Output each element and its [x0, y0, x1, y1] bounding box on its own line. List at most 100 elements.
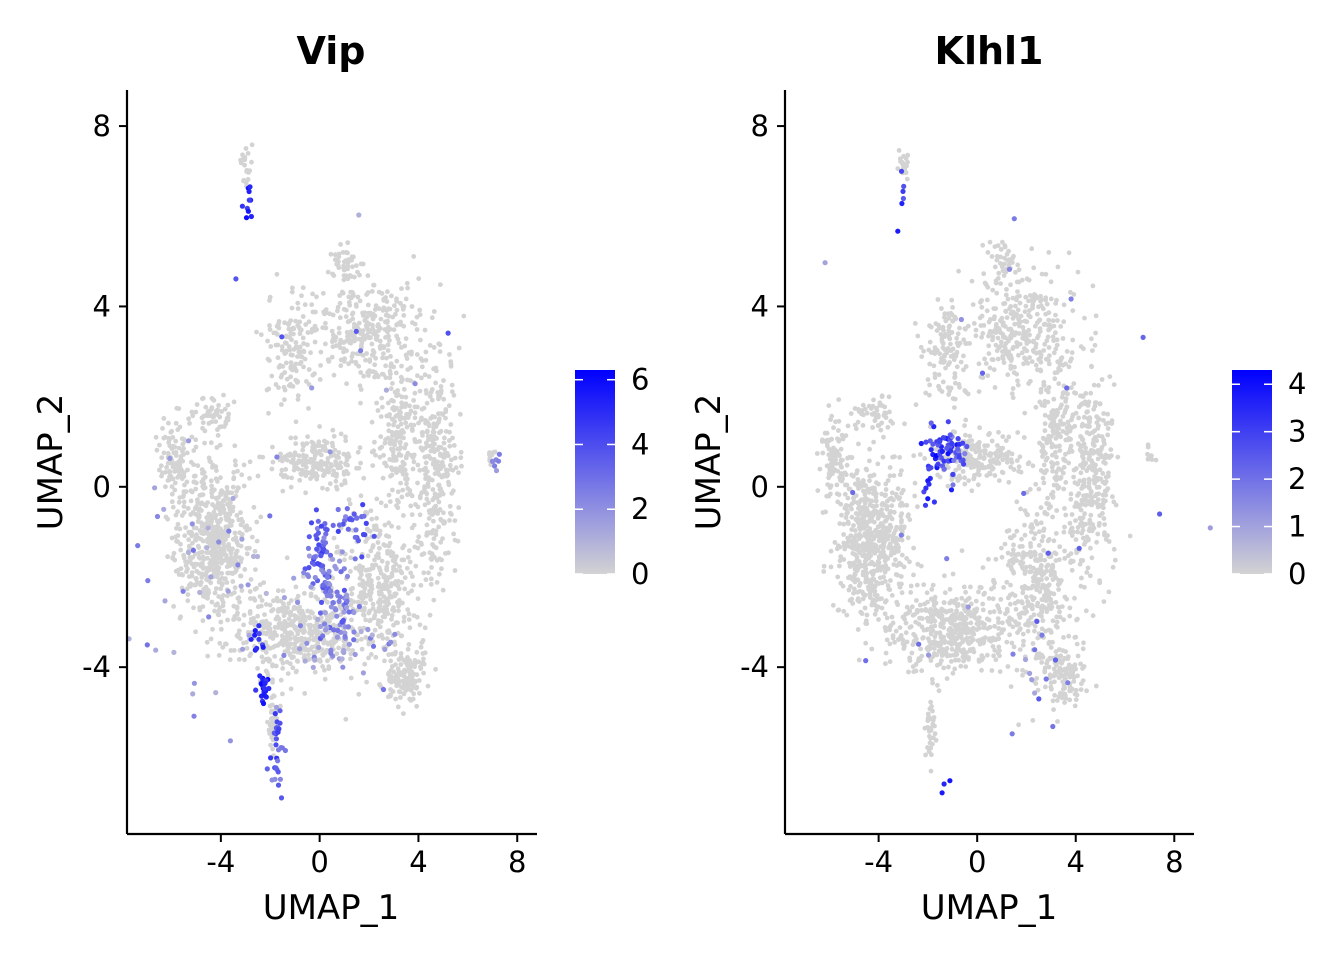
cell-point	[1009, 617, 1014, 622]
cell-point	[911, 631, 916, 637]
cell-point	[1080, 527, 1086, 533]
cell-point	[279, 402, 284, 407]
cell-point	[367, 618, 373, 624]
cell-point	[315, 596, 321, 602]
cell-point	[279, 657, 284, 663]
cell-point	[383, 295, 388, 300]
cell-point	[947, 625, 953, 631]
cell-point	[334, 544, 340, 550]
cell-point	[1057, 614, 1063, 620]
cell-point	[915, 608, 921, 613]
cell-point	[189, 573, 195, 579]
cell-point	[208, 440, 214, 446]
cell-point	[225, 617, 231, 623]
cell-point	[349, 358, 355, 364]
cell-point	[390, 487, 395, 493]
cell-point	[423, 357, 429, 363]
cell-point	[887, 496, 892, 502]
cell-point	[879, 596, 884, 601]
cell-point	[193, 576, 199, 582]
cell-point	[370, 369, 376, 374]
cell-point	[1014, 622, 1020, 628]
cell-point-expressing	[355, 538, 361, 544]
cell-point	[257, 594, 263, 599]
cell-point	[936, 688, 942, 694]
cell-point	[374, 333, 380, 339]
cell-point	[986, 596, 992, 601]
cell-point	[422, 485, 427, 491]
cell-point	[880, 542, 886, 547]
cell-point	[1087, 526, 1093, 531]
cell-point	[306, 382, 312, 387]
cell-point	[852, 544, 858, 550]
cell-point	[387, 677, 392, 683]
cell-point-expressing	[332, 563, 338, 570]
cell-point	[407, 403, 412, 409]
cell-point	[331, 273, 337, 278]
cell-point	[430, 414, 435, 419]
cell-point	[446, 479, 451, 485]
cell-point	[899, 552, 905, 558]
cell-point	[939, 613, 945, 619]
cell-point	[891, 531, 897, 536]
cell-point	[350, 310, 356, 316]
cell-point	[398, 662, 404, 667]
cell-point	[275, 598, 280, 604]
cell-point	[288, 459, 294, 465]
cell-point	[389, 416, 395, 422]
cell-point	[835, 574, 841, 580]
cell-point	[286, 645, 291, 651]
cell-point	[396, 499, 401, 505]
cell-point	[986, 617, 992, 623]
cell-point	[431, 536, 437, 542]
cell-point	[225, 501, 230, 507]
cell-point	[280, 588, 286, 594]
cell-point	[390, 433, 395, 439]
cell-point	[288, 330, 294, 336]
cell-point	[385, 611, 391, 616]
cell-point	[414, 685, 419, 691]
cell-point	[1085, 565, 1091, 571]
cell-point-expressing	[324, 593, 330, 599]
cell-point	[280, 666, 286, 671]
cell-point	[304, 460, 309, 466]
cell-point	[852, 571, 858, 577]
cell-point	[294, 668, 299, 674]
cell-point	[404, 565, 410, 571]
cell-point	[411, 452, 417, 458]
cell-point	[385, 400, 391, 406]
cell-point	[426, 423, 432, 429]
cell-point	[312, 371, 317, 377]
cell-point	[355, 294, 361, 300]
cell-point	[219, 571, 225, 576]
cell-point	[838, 580, 844, 586]
cell-point	[230, 579, 236, 584]
cell-point-expressing	[351, 637, 357, 643]
cell-point	[1029, 594, 1034, 599]
cell-point	[989, 668, 995, 673]
cell-point	[440, 412, 446, 417]
cell-point-expressing	[337, 558, 343, 564]
cell-point	[289, 305, 295, 311]
cell-point	[301, 341, 306, 346]
cell-point	[951, 640, 956, 646]
cell-point	[436, 419, 441, 425]
cell-point	[357, 445, 363, 451]
cell-point	[212, 590, 218, 596]
cell-point	[1062, 506, 1067, 511]
cell-point	[1101, 516, 1107, 521]
cell-point-expressing	[275, 769, 281, 775]
cell-point	[1007, 601, 1013, 607]
cell-point	[372, 362, 378, 368]
cell-point	[383, 375, 389, 381]
cell-point	[341, 643, 347, 649]
cell-point	[353, 359, 359, 365]
cell-point	[1098, 476, 1104, 482]
cell-point	[398, 464, 403, 470]
cell-point	[292, 649, 297, 654]
cell-point	[1101, 418, 1106, 423]
cell-point	[283, 360, 289, 366]
cell-point	[266, 386, 272, 392]
cell-point	[357, 563, 362, 569]
cell-point	[973, 598, 979, 604]
